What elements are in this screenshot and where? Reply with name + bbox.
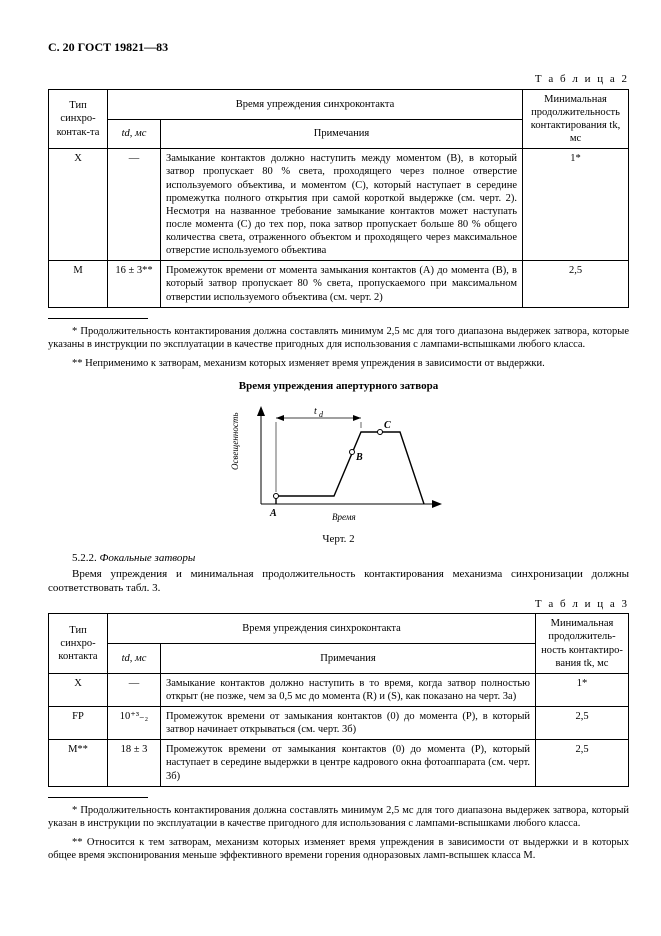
t3-r2-type: FP: [49, 707, 108, 740]
t2-r1-note: Замыкание контактов должно наступить меж…: [161, 149, 523, 261]
figure-2: t d A B C Освещенность Время: [48, 398, 629, 531]
t3-footnote1: * Продолжительность контактирования долж…: [48, 804, 629, 830]
t3-footnote2: ** Относится к тем затворам, механизм ко…: [48, 836, 629, 862]
t2-h-td: td, мс: [108, 119, 161, 149]
t3-r1-type: X: [49, 673, 108, 706]
t2-r2-note: Промежуток времени от момента замыкания …: [161, 261, 523, 307]
t2-footnote1: * Продолжительность контактирования долж…: [48, 325, 629, 351]
t2-r1-tk: 1*: [523, 149, 629, 261]
t3-r2-note: Промежуток времени от замыкания контакто…: [161, 707, 536, 740]
figure-title: Время упреждения апертурного затвора: [48, 380, 629, 394]
chart-icon: t d A B C Освещенность Время: [224, 398, 454, 526]
t2-r2-td: 16 ± 3**: [108, 261, 161, 307]
table-row: X — Замыкание контактов должно наступить…: [49, 673, 629, 706]
page-header: С. 20 ГОСТ 19821—83: [48, 40, 629, 55]
t3-r3-type: М**: [49, 740, 108, 786]
t3-r2-td: 10⁺³₋₂: [108, 707, 161, 740]
t2-r1-td: —: [108, 149, 161, 261]
t2-r2-type: М: [49, 261, 108, 307]
t3-r3-td: 18 ± 3: [108, 740, 161, 786]
t3-h-td: td, мс: [108, 644, 161, 674]
table-row: X — Замыкание контактов должно наступить…: [49, 149, 629, 261]
t3-r1-td: —: [108, 673, 161, 706]
footnote-separator: [48, 318, 148, 319]
t2-footnote2: ** Неприменимо к затворам, механизм кото…: [48, 357, 629, 370]
t3-r3-note: Промежуток времени от замыкания контакто…: [161, 740, 536, 786]
t2-h-td-label: td, мс: [122, 128, 147, 139]
table-row: М** 18 ± 3 Промежуток времени от замыкан…: [49, 740, 629, 786]
footnote-separator-2: [48, 797, 148, 798]
label-A: A: [269, 508, 277, 519]
page: С. 20 ГОСТ 19821—83 Т а б л и ц а 2 Тип …: [0, 0, 661, 902]
t3-h-type: Тип синхро-контакта: [49, 614, 108, 674]
t3-h-tk: Минимальная продолжитель-ность контактир…: [536, 614, 629, 674]
table-row: FP 10⁺³₋₂ Промежуток времени от замыкани…: [49, 707, 629, 740]
section-num: 5.2.2.: [72, 552, 97, 564]
t3-r2-tk: 2,5: [536, 707, 629, 740]
table-row: М 16 ± 3** Промежуток времени от момента…: [49, 261, 629, 307]
section-5-2-2: 5.2.2. Фокальные затворы: [48, 552, 629, 566]
t2-h-type: Тип синхро-контак-та: [49, 89, 108, 149]
t2-h-tk: Минимальная продолжительность контактиро…: [523, 89, 629, 149]
section-para: Время упреждения и минимальная продолжит…: [48, 568, 629, 596]
table2-caption: Т а б л и ц а 2: [48, 73, 629, 87]
t3-h-td-label: td, мс: [122, 653, 147, 664]
t2-r2-tk: 2,5: [523, 261, 629, 307]
table3: Тип синхро-контакта Время упреждения син…: [48, 613, 629, 786]
table2: Тип синхро-контак-та Время упреждения си…: [48, 89, 629, 308]
t3-h-time: Время упреждения синхроконтакта: [108, 614, 536, 644]
label-B: B: [355, 452, 363, 463]
label-td: t: [314, 406, 317, 417]
table3-caption: Т а б л и ц а 3: [48, 598, 629, 612]
t3-r1-tk: 1*: [536, 673, 629, 706]
t2-h-time: Время упреждения синхроконтакта: [108, 89, 523, 119]
t2-h-note: Примечания: [161, 119, 523, 149]
label-C: C: [384, 420, 391, 431]
t3-r3-tk: 2,5: [536, 740, 629, 786]
xlabel: Время: [332, 512, 356, 522]
figure-caption: Черт. 2: [48, 533, 629, 547]
t3-h-note: Примечания: [161, 644, 536, 674]
section-title-text: Фокальные затворы: [100, 552, 196, 564]
t3-r1-note: Замыкание контактов должно наступить в т…: [161, 673, 536, 706]
ylabel: Освещенность: [230, 412, 240, 469]
t2-r1-type: X: [49, 149, 108, 261]
